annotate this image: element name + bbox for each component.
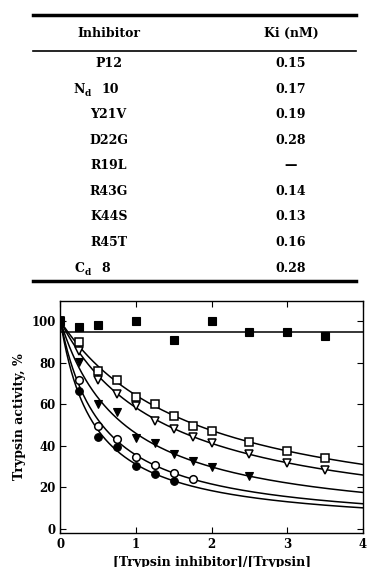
- Text: 0.28: 0.28: [276, 261, 306, 274]
- Text: 0.13: 0.13: [276, 210, 306, 223]
- Text: d: d: [85, 268, 91, 277]
- Text: 0.17: 0.17: [276, 83, 306, 96]
- Text: 10: 10: [102, 83, 119, 96]
- Text: K44S: K44S: [90, 210, 127, 223]
- Text: N: N: [73, 83, 85, 96]
- Text: R45T: R45T: [90, 236, 127, 249]
- Text: 0.28: 0.28: [276, 134, 306, 147]
- Text: C: C: [74, 261, 85, 274]
- Text: 8: 8: [102, 261, 110, 274]
- Text: Inhibitor: Inhibitor: [77, 27, 140, 40]
- Y-axis label: Trypsin activity, %: Trypsin activity, %: [13, 353, 26, 480]
- Text: —: —: [285, 159, 297, 172]
- X-axis label: [Trypsin inhibitor]/[Trypsin]: [Trypsin inhibitor]/[Trypsin]: [113, 556, 311, 567]
- Text: Ki (nM): Ki (nM): [263, 27, 318, 40]
- Text: 0.15: 0.15: [276, 57, 306, 70]
- Text: 0.16: 0.16: [276, 236, 306, 249]
- Text: 0.19: 0.19: [276, 108, 306, 121]
- Text: R19L: R19L: [90, 159, 127, 172]
- Text: P12: P12: [95, 57, 122, 70]
- Text: Y21V: Y21V: [91, 108, 127, 121]
- Text: R43G: R43G: [90, 185, 128, 198]
- Text: D22G: D22G: [89, 134, 128, 147]
- Text: d: d: [85, 89, 91, 98]
- Text: 0.14: 0.14: [276, 185, 306, 198]
